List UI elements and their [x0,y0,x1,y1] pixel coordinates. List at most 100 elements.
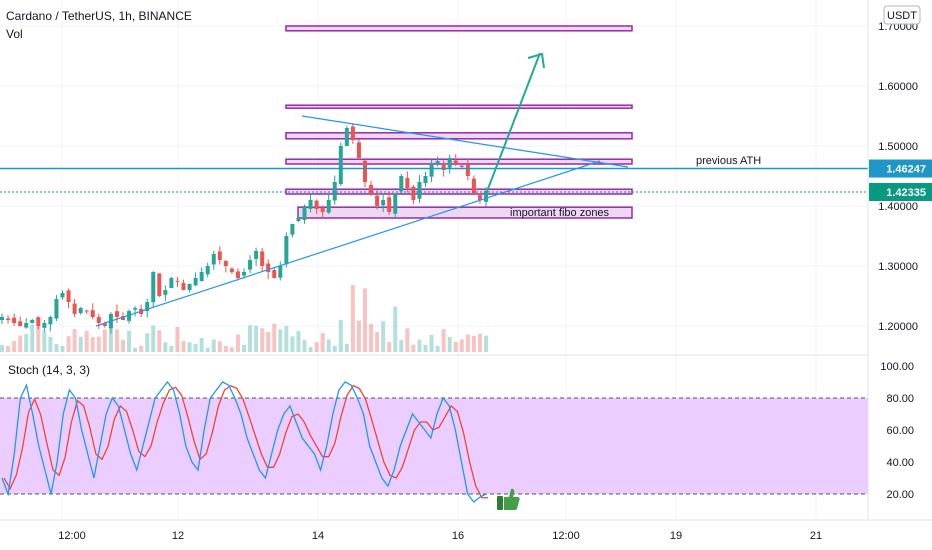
volume-bar [235,334,240,352]
candle-body [429,164,434,177]
time-tick-label: 12:00 [552,530,580,542]
price-tick-label: 1.40000 [878,201,918,213]
projection-arrow [485,52,541,195]
price-axis: 1.700001.600001.500001.400001.300001.200… [869,21,932,333]
volume-bar [72,329,77,352]
volume-bar [290,336,295,352]
volume-bar [30,324,35,352]
volume-bar [399,339,404,352]
oscillator-title: Stoch (14, 3, 3) [8,363,90,377]
candle-body [435,161,440,164]
volume-bar [217,341,222,352]
volume-bar [411,344,416,352]
candle-body [465,164,470,176]
projection-arrowhead [527,52,545,69]
candle-body [157,273,162,296]
candle-body [459,165,464,167]
volume-bar [18,335,23,352]
volume-bar [24,333,29,352]
candle-body [411,186,416,200]
currency-badge-label: USDT [887,10,917,22]
candlestick-series [0,123,488,334]
oscillator-tick-label: 80.00 [886,393,914,405]
candle-body [78,308,83,314]
volume-bar [381,321,386,352]
volume-bar [42,331,47,352]
volume-bar [387,341,392,352]
volume-bar [127,330,132,352]
volume-bar [266,332,271,352]
oscillator-tick-label: 100.00 [880,361,914,373]
oscillator-axis: 100.00 80.00 60.00 40.00 20.00 [880,361,914,501]
candle-body [48,317,53,325]
volume-bar [114,329,119,352]
volume-bar [193,343,198,352]
volume-bar [350,284,355,352]
fibo-zone [285,104,633,109]
candle-body [163,290,168,295]
volume-bar [272,323,277,352]
volume-bar [211,339,216,352]
volume-bar [296,331,301,352]
candle-body [423,176,428,183]
candle-body [6,318,11,320]
candle-body [393,194,398,214]
candle-body [72,303,77,314]
volume-bar [260,328,265,352]
candle-body [96,317,101,323]
candle-body [205,266,210,275]
descending-trendline [301,115,629,168]
candle-body [102,323,107,326]
candle-body [24,323,29,328]
time-tick-label: 16 [452,530,464,542]
volume-bar [471,335,476,352]
volume-bar [60,346,65,352]
candle-body [314,200,319,209]
candle-body [145,302,150,312]
candle-body [326,200,331,213]
candle-body [242,272,246,276]
volume-bar [145,333,150,352]
volume-bar [54,344,59,352]
volume-bar [199,337,204,352]
candle-body [90,310,95,317]
volume-bar [163,342,168,352]
volume-bar [151,325,156,352]
ascending-trendline [95,160,601,327]
volume-bar [78,336,83,352]
volume-bar [108,326,113,352]
stoch-band [0,398,868,494]
volume-bar [133,347,138,352]
candle-body [187,284,192,291]
volume-bars [0,284,488,352]
time-tick-label: 14 [312,530,324,542]
candle-body [278,266,283,278]
volume-bar [96,336,101,352]
volume-bar [308,347,313,352]
candle-body [320,207,325,212]
candle-body [441,163,446,170]
candle-body [217,251,222,260]
candle-body [369,184,374,194]
volume-bar [344,343,349,352]
currency-badge[interactable]: USDT [883,5,921,25]
price-tick-label: 1.60000 [878,81,918,93]
volume-bar [121,339,125,352]
time-tick-label: 12:00 [58,530,86,542]
candle-body [260,251,265,266]
volume-bar [248,325,253,352]
volume-bar [459,339,464,352]
candle-body [254,251,259,259]
candle-body [477,195,482,200]
volume-bar [405,328,410,352]
oscillator-tick-label: 20.00 [886,489,914,501]
volume-bar [332,345,337,352]
volume-bar [477,333,482,352]
trend-lines [0,52,868,327]
volume-bar [139,345,144,352]
fibo-zone [297,206,633,219]
candle-body [199,272,204,281]
time-tick-label: 12 [172,530,184,542]
price-badge-text: 1.42335 [886,187,926,199]
